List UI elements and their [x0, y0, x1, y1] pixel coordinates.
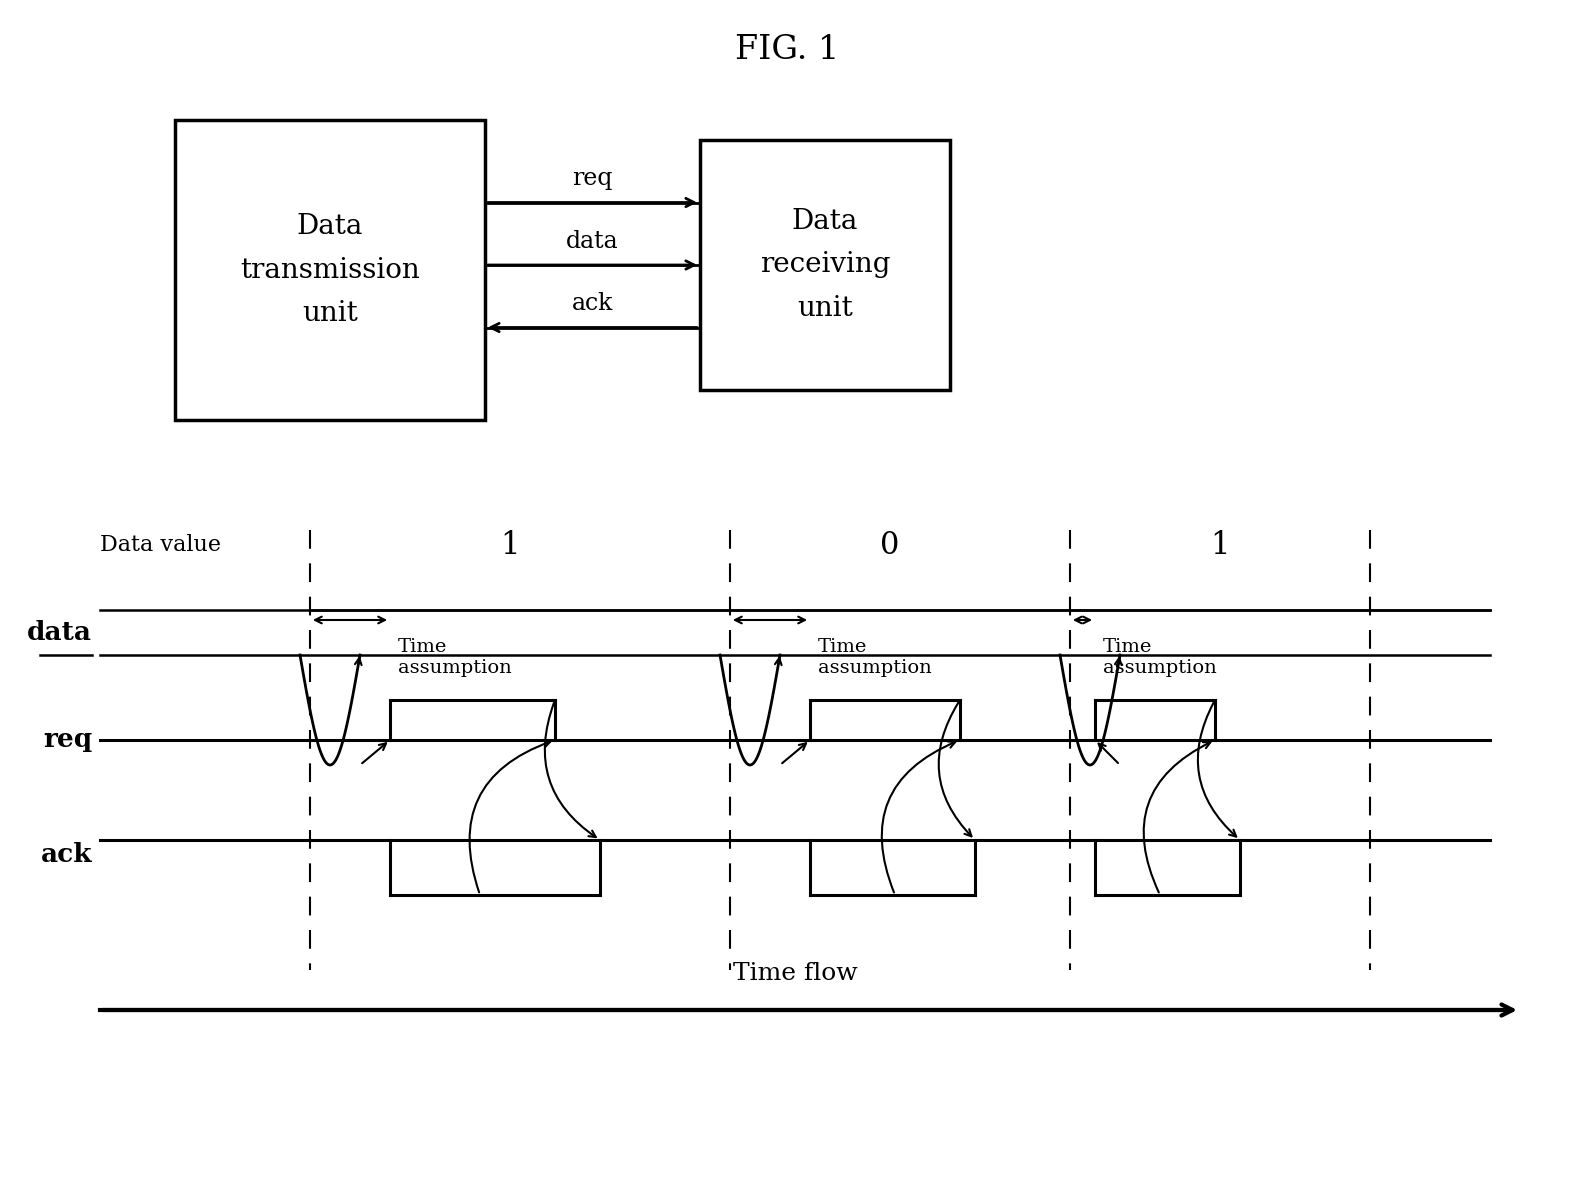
Text: 0: 0 — [880, 530, 900, 561]
Text: 1: 1 — [501, 530, 519, 561]
Text: req: req — [573, 167, 612, 191]
Text: Data
receiving
unit: Data receiving unit — [760, 207, 891, 322]
Text: ack: ack — [571, 293, 614, 315]
Text: data: data — [567, 230, 619, 254]
Text: Time
assumption: Time assumption — [818, 638, 932, 677]
Text: Data
transmission
unit: Data transmission unit — [241, 212, 420, 327]
Text: ack: ack — [41, 843, 91, 867]
Text: Data value: Data value — [101, 534, 220, 556]
Text: Time
assumption: Time assumption — [398, 638, 512, 677]
Text: FIG. 1: FIG. 1 — [735, 34, 839, 66]
Text: data: data — [27, 620, 91, 645]
Text: Time flow: Time flow — [732, 962, 858, 985]
Text: req: req — [42, 728, 91, 752]
Text: Time
assumption: Time assumption — [1103, 638, 1217, 677]
Text: 1: 1 — [1210, 530, 1229, 561]
Bar — [700, 140, 951, 390]
Bar — [175, 120, 485, 419]
